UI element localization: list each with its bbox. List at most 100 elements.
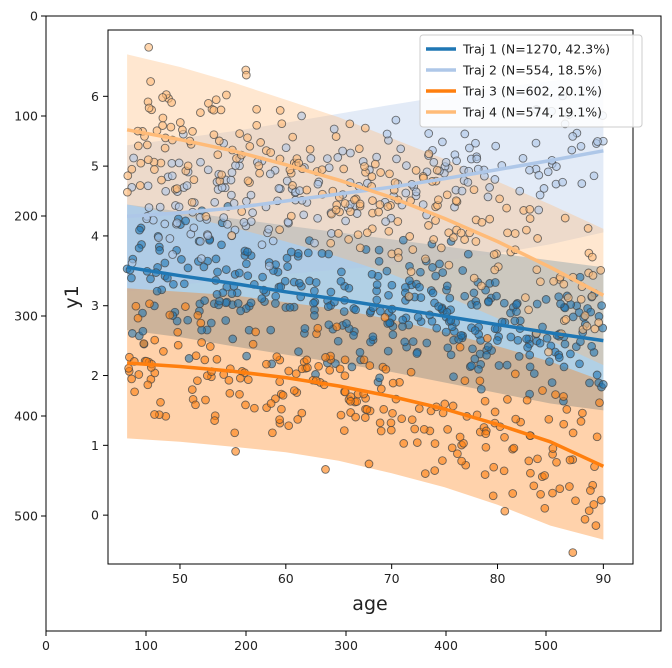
scatter-point	[534, 170, 544, 180]
scatter-point	[250, 403, 259, 413]
scatter-point	[183, 315, 193, 325]
frame-y-tick-label: 200	[14, 209, 38, 224]
scatter-point	[233, 299, 243, 308]
scatter-point	[386, 425, 396, 435]
scatter-point	[430, 466, 440, 475]
scatter-point	[294, 158, 304, 168]
scatter-point	[384, 290, 393, 300]
scatter-point	[562, 405, 572, 414]
scatter-point	[506, 332, 516, 342]
scatter-point	[385, 318, 394, 328]
scatter-point	[538, 386, 547, 395]
scatter-point	[173, 340, 183, 350]
scatter-point	[545, 357, 554, 366]
scatter-point	[434, 195, 443, 205]
scatter-point	[468, 344, 477, 354]
scatter-point	[587, 291, 597, 301]
x-tick-label: 50	[172, 571, 188, 586]
scatter-point	[303, 248, 313, 258]
scatter-point	[243, 133, 252, 143]
scatter-point	[531, 138, 541, 148]
scatter-point	[338, 146, 347, 156]
scatter-point	[139, 339, 149, 348]
frame-x-tick-label: 100	[134, 638, 158, 653]
scatter-point	[268, 236, 278, 246]
scatter-point	[410, 424, 420, 434]
scatter-point	[160, 143, 170, 153]
scatter-point	[281, 143, 291, 153]
scatter-point	[365, 361, 375, 370]
scatter-point	[375, 373, 384, 383]
scatter-point	[246, 298, 256, 308]
scatter-point	[333, 336, 343, 346]
scatter-point	[539, 184, 549, 193]
scatter-point	[211, 254, 221, 264]
scatter-point	[150, 335, 160, 345]
scatter-point	[300, 324, 310, 333]
scatter-point	[156, 397, 165, 407]
scatter-point	[482, 350, 491, 360]
scatter-point	[535, 338, 545, 348]
y-tick-label: 5	[91, 159, 99, 174]
scatter-point	[193, 310, 203, 320]
scatter-point	[471, 138, 480, 148]
scatter-point	[326, 238, 336, 248]
scatter-point	[446, 350, 456, 360]
scatter-point	[416, 293, 426, 302]
scatter-point	[580, 514, 590, 524]
scatter-point	[189, 175, 199, 185]
scatter-point	[578, 408, 587, 418]
scatter-point	[382, 129, 392, 139]
scatter-point	[158, 121, 167, 130]
scatter-point	[475, 376, 485, 386]
scatter-point	[551, 390, 560, 399]
scatter-point	[136, 158, 146, 168]
scatter-point	[485, 183, 494, 192]
scatter-point	[554, 353, 564, 362]
scatter-point	[485, 214, 495, 224]
scatter-point	[203, 165, 213, 175]
scatter-point	[134, 370, 144, 379]
y-tick-label: 4	[91, 228, 99, 243]
scatter-point	[596, 495, 606, 505]
scatter-point	[512, 307, 521, 317]
scatter-point	[413, 312, 423, 322]
scatter-point	[282, 253, 292, 263]
scatter-point	[200, 355, 210, 365]
scatter-point	[532, 265, 542, 275]
scatter-point	[271, 299, 280, 308]
frame-y-tick-label: 500	[14, 509, 38, 524]
y-tick-label: 1	[91, 438, 99, 453]
scatter-point	[565, 455, 575, 465]
scatter-point	[460, 376, 470, 386]
scatter-point	[362, 405, 372, 414]
scatter-point	[510, 369, 520, 379]
scatter-point	[158, 93, 167, 102]
scatter-point	[576, 417, 586, 426]
scatter-point	[559, 279, 569, 289]
scatter-point	[205, 342, 215, 351]
scatter-point	[435, 259, 444, 269]
scatter-point	[183, 263, 193, 273]
scatter-point	[405, 232, 415, 241]
scatter-point	[372, 280, 382, 290]
scatter-point	[457, 456, 466, 466]
scatter-point	[368, 196, 377, 205]
scatter-point	[367, 172, 377, 181]
scatter-point	[161, 186, 171, 196]
scatter-point	[364, 459, 374, 469]
scatter-point	[157, 175, 166, 185]
scatter-point	[592, 370, 602, 380]
scatter-point	[525, 165, 534, 175]
scatter-point	[408, 245, 418, 254]
scatter-point	[491, 141, 501, 151]
scatter-point	[203, 231, 213, 241]
scatter-point	[143, 155, 153, 165]
scatter-point	[561, 315, 571, 324]
scatter-point	[124, 363, 133, 373]
x-axis: 50 60 70 80 90	[172, 564, 611, 586]
scatter-point	[598, 380, 608, 389]
scatter-point	[469, 288, 479, 298]
scatter-point	[547, 378, 557, 387]
